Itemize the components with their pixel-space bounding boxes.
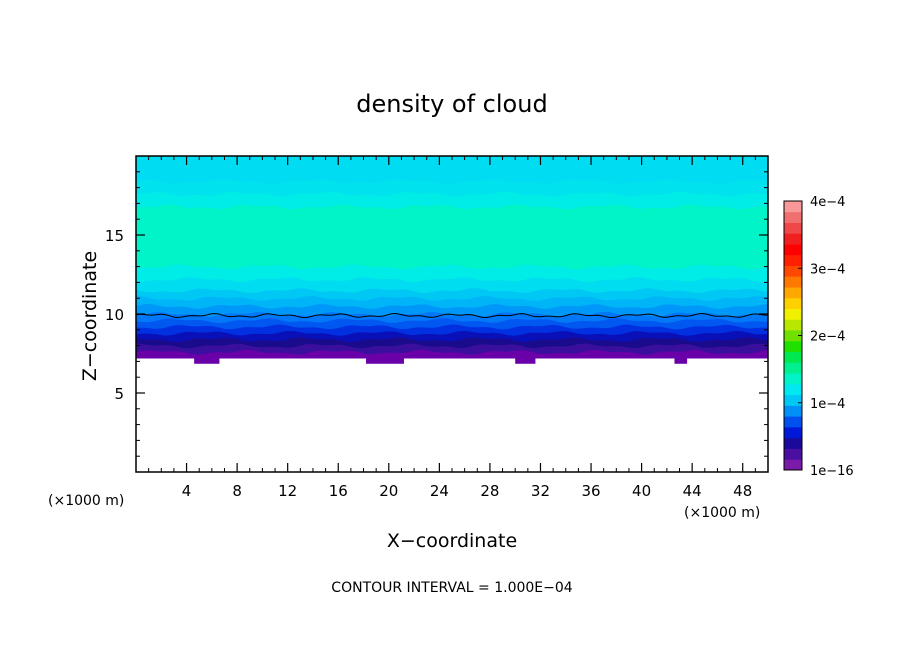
cloud-base-blob-1 <box>194 358 220 364</box>
x-tick-label: 20 <box>379 482 398 500</box>
x-tick-label: 36 <box>581 482 600 500</box>
colorbar-swatch <box>784 222 802 234</box>
x-tick-label: 8 <box>232 482 242 500</box>
x-tick-label: 40 <box>632 482 651 500</box>
colorbar-tick-label: 1e−4 <box>810 397 845 412</box>
colorbar-swatch <box>784 437 802 449</box>
colorbar-swatch <box>784 426 802 439</box>
x-tick-label: 32 <box>531 482 550 500</box>
colorbar: 1e−16 1e−4 2e−4 3e−4 4e−4 <box>783 195 854 479</box>
colorbar-swatch <box>784 373 802 385</box>
density-band-13 <box>135 203 769 270</box>
colorbar-swatch <box>784 383 802 396</box>
y-tick-label: 5 <box>114 385 124 403</box>
x-tick-label: 16 <box>329 482 348 500</box>
colorbar-swatch <box>784 405 802 417</box>
colorbar-swatch <box>784 287 802 299</box>
cloud-base-blob-3 <box>515 358 536 364</box>
x-unit-left: (×1000 m) <box>48 493 124 509</box>
colorbar-swatch <box>784 265 802 277</box>
colorbar-swatch <box>784 233 802 245</box>
colorbar-swatch <box>784 448 802 460</box>
y-tick-label: 10 <box>105 306 124 324</box>
contour-line <box>135 312 769 319</box>
y-tick-label: 15 <box>105 227 124 245</box>
x-unit-right: (×1000 m) <box>684 505 760 521</box>
contour-plot-area <box>135 155 769 472</box>
colorbar-swatch <box>784 308 802 320</box>
colorbar-swatch <box>784 201 802 213</box>
cloud-base-blob-4 <box>674 358 688 364</box>
x-tick-label: 24 <box>430 482 449 500</box>
colorbar-tick-label: 3e−4 <box>810 262 845 277</box>
colorbar-swatch <box>784 351 802 363</box>
cloud-base-blob-2 <box>366 358 404 364</box>
colorbar-swatch <box>784 394 802 406</box>
colorbar-swatch <box>784 254 802 266</box>
x-tick-label: 28 <box>480 482 499 500</box>
y-axis-label: Z−coordinate <box>79 251 101 381</box>
colorbar-tick-label: 2e−4 <box>810 330 845 345</box>
contour-interval-note: CONTOUR INTERVAL = 1.000E−04 <box>331 580 572 596</box>
colorbar-swatch <box>784 362 802 374</box>
colorbar-swatch <box>784 276 802 288</box>
colorbar-swatch <box>784 297 802 309</box>
colorbar-swatch <box>784 340 802 353</box>
colorbar-tick-label: 1e−16 <box>810 464 854 479</box>
x-tick-label: 44 <box>683 482 702 500</box>
colorbar-swatch <box>784 319 802 331</box>
colorbar-swatch <box>784 211 802 223</box>
colorbar-tick-label: 4e−4 <box>810 195 845 210</box>
chart-title: density of cloud <box>356 90 547 118</box>
x-axis-label: X−coordinate <box>387 530 517 552</box>
colorbar-swatch <box>784 330 802 342</box>
x-tick-label: 48 <box>733 482 752 500</box>
x-tick-label: 4 <box>182 482 192 500</box>
colorbar-swatch <box>784 244 802 256</box>
colorbar-swatch <box>784 459 802 471</box>
colorbar-swatch <box>784 416 802 428</box>
x-tick-label: 12 <box>278 482 297 500</box>
